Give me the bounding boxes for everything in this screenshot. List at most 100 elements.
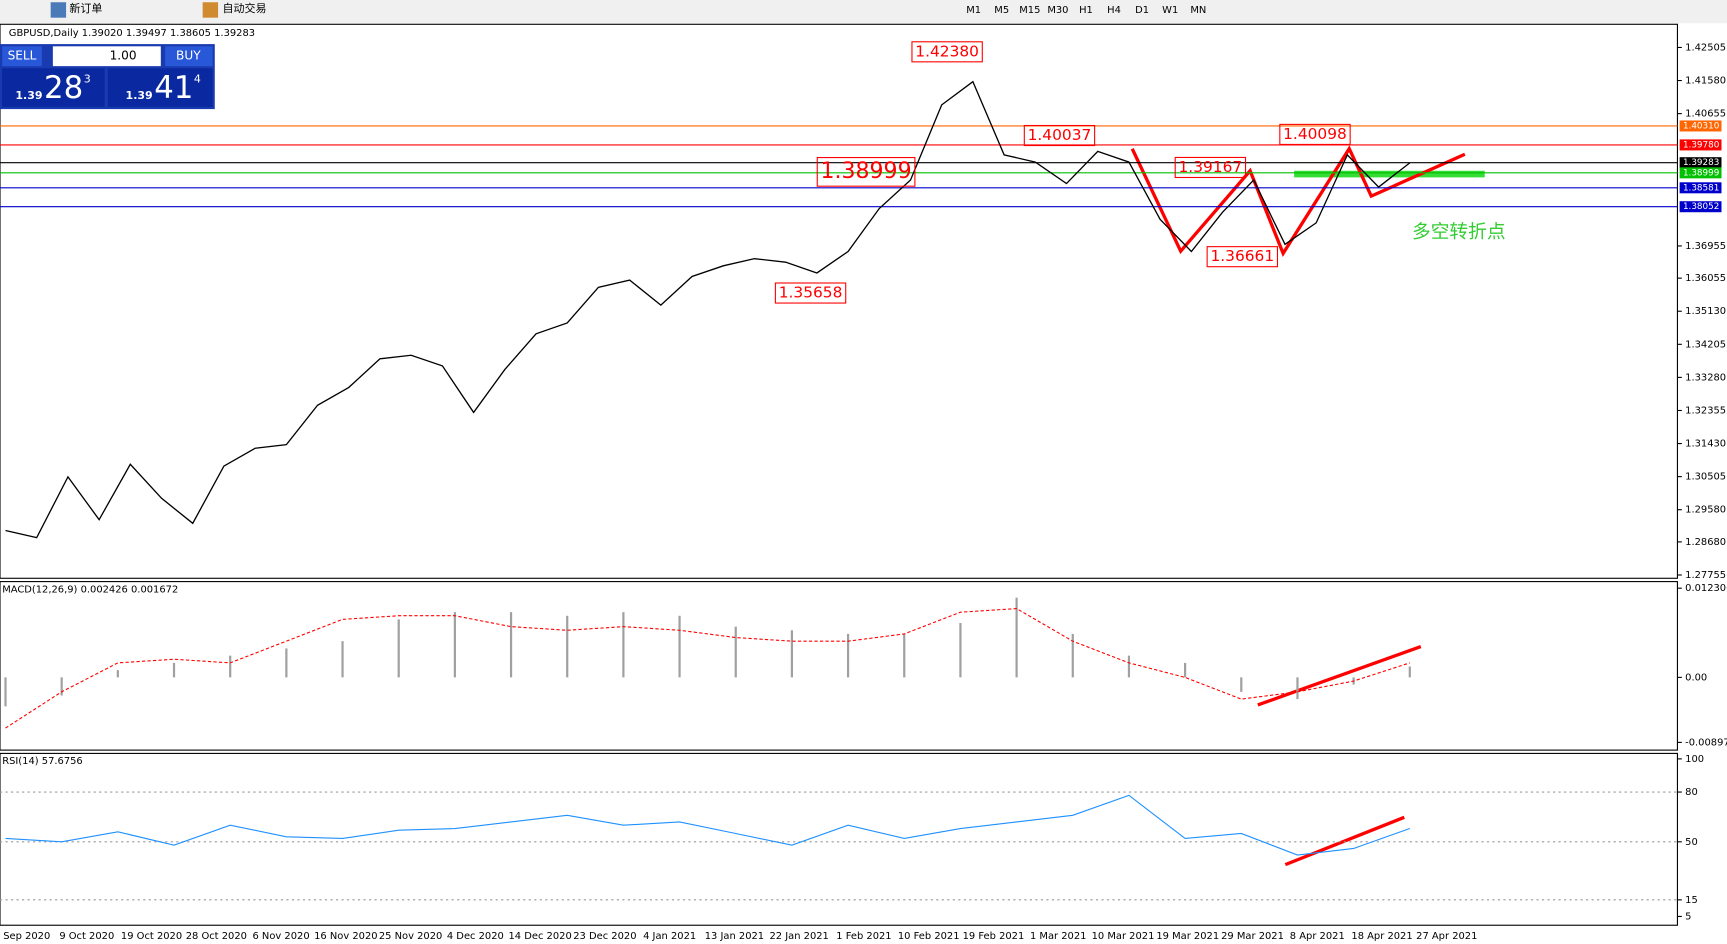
- price-label: 1.38052: [1683, 202, 1719, 212]
- macd-panel: [0, 581, 1678, 751]
- x-tick-label: 23 Dec 2020: [573, 931, 636, 942]
- macd-bar: [509, 612, 513, 678]
- toolbar: [0, 0, 1727, 24]
- signal-line: [5, 608, 1410, 729]
- bid-pip: 3: [84, 72, 91, 85]
- macd-bar: [4, 677, 7, 707]
- y-tick-label: 1.33280: [1685, 372, 1726, 383]
- rsi-panel: [0, 752, 1678, 926]
- macd-bar: [903, 633, 906, 678]
- y-tick-label: 0.012306: [1685, 583, 1727, 594]
- timeframe-button[interactable]: M15: [1019, 5, 1040, 16]
- macd-bar: [1015, 597, 1018, 678]
- price-label-bg: [1679, 157, 1722, 169]
- price-annotation: 1.36661: [1210, 247, 1274, 265]
- annotation-box: [911, 41, 983, 63]
- annotation-box: [1279, 123, 1351, 145]
- timeframes: M1 M5 M15 M30 H1 H4 D1 W1 MN: [966, 5, 1206, 16]
- macd-bar: [285, 648, 288, 678]
- y-tick-label: 1.36055: [1685, 273, 1726, 284]
- timeframe-button[interactable]: M30: [1047, 5, 1068, 16]
- macd-bar: [1408, 666, 1411, 678]
- rsi-title: RSI(14) 57.6756: [2, 756, 83, 767]
- ask-pip: 4: [194, 72, 201, 85]
- price-annotation: 1.40037: [1028, 126, 1092, 144]
- toolbar-button[interactable]: 自动交易: [222, 1, 266, 15]
- ask-main: 41: [154, 70, 193, 106]
- macd-bar: [1184, 662, 1187, 678]
- y-tick-label: 1.30505: [1685, 472, 1726, 483]
- lot-input[interactable]: [52, 46, 161, 67]
- lot-value[interactable]: 1.00: [110, 49, 137, 63]
- timeframe-button[interactable]: H1: [1079, 5, 1093, 16]
- buy-label[interactable]: BUY: [176, 49, 201, 63]
- bid-box[interactable]: [2, 68, 105, 107]
- icon: [50, 2, 67, 18]
- macd-bar: [1071, 633, 1074, 678]
- y-tick-label: 1.35130: [1685, 306, 1726, 317]
- chart-title: GBPUSD,Daily 1.39020 1.39497 1.38605 1.3…: [9, 28, 255, 39]
- x-tick-label: 27 Apr 2021: [1416, 931, 1477, 942]
- price-annotation: 1.40098: [1283, 125, 1347, 143]
- timeframe-button[interactable]: H4: [1107, 5, 1121, 16]
- y-tick-label: 1.42505: [1685, 42, 1726, 53]
- annotation-box: [1174, 156, 1247, 179]
- price-label-bg: [1679, 167, 1722, 179]
- toolbar-button[interactable]: 新订单: [69, 1, 102, 15]
- x-tick-label: 19 Oct 2020: [121, 931, 182, 942]
- macd-bar: [846, 633, 850, 678]
- x-tick-label: 22 Jan 2021: [769, 931, 828, 942]
- x-tick-label: 18 Apr 2021: [1351, 931, 1412, 942]
- price-label: 1.39780: [1683, 140, 1720, 150]
- buy-button[interactable]: [165, 46, 213, 67]
- macd-bar: [453, 612, 456, 678]
- toolbar-group: 新订单 自动交易: [50, 1, 266, 18]
- x-tick-label: 1 Feb 2021: [836, 931, 891, 942]
- macd-bar: [116, 670, 119, 678]
- y-tick-label: 100: [1685, 754, 1704, 765]
- price-label-bg: [1679, 120, 1722, 132]
- sell-label[interactable]: SELL: [8, 49, 37, 63]
- x-tick-label: 19 Feb 2021: [963, 931, 1025, 942]
- timeframe-button[interactable]: M5: [994, 5, 1009, 16]
- ask-big: 1.39: [126, 89, 153, 102]
- zigzag: [1130, 145, 1466, 257]
- x-tick-label: 8 Apr 2021: [1290, 931, 1345, 942]
- icon: [202, 2, 219, 18]
- price-label: 1.38999: [1683, 168, 1719, 178]
- macd-bar: [622, 612, 625, 678]
- price-annotation: 1.42380: [915, 42, 979, 60]
- timeframe-button[interactable]: W1: [1162, 5, 1178, 16]
- x-tick-label: 1 Mar 2021: [1030, 931, 1087, 942]
- macd-bar: [678, 615, 681, 678]
- macd-bar: [790, 630, 794, 678]
- timeframe-button[interactable]: MN: [1190, 5, 1206, 16]
- y-tick-label: 1.29580: [1685, 505, 1726, 516]
- ask-box[interactable]: [107, 68, 213, 107]
- y-tick-label: 50: [1685, 837, 1698, 848]
- macd-bar: [341, 641, 344, 678]
- macd-title: MACD(12,26,9) 0.002426 0.001672: [2, 584, 178, 595]
- sell-button[interactable]: [2, 46, 42, 67]
- timeframe-button[interactable]: M1: [966, 5, 981, 16]
- macd-arrow: [1257, 645, 1422, 707]
- macd-bar: [1240, 677, 1243, 692]
- price-label-bg: [1679, 139, 1722, 151]
- x-tick-label: 16 Nov 2020: [314, 931, 377, 942]
- price-label: 1.40310: [1683, 121, 1720, 131]
- annotation-box: [1206, 246, 1279, 268]
- x-tick-label: 28 Oct 2020: [186, 931, 247, 942]
- price-annotation: 1.38999: [821, 159, 912, 184]
- rsi-line: [5, 794, 1410, 856]
- y-tick-label: -0.008971: [1685, 737, 1727, 748]
- price-annotation: 1.35658: [779, 284, 843, 302]
- annotation-box: [774, 282, 847, 304]
- macd-bar: [229, 655, 232, 678]
- x-tick-label: 29 Mar 2021: [1221, 931, 1284, 942]
- annotation-box: [1023, 124, 1096, 147]
- x-tick-label: 9 Oct 2020: [59, 931, 114, 942]
- y-tick-label: 1.32355: [1685, 405, 1726, 416]
- timeframe-button[interactable]: D1: [1135, 5, 1149, 16]
- x-tick-label: 0 Sep 2020: [0, 931, 50, 942]
